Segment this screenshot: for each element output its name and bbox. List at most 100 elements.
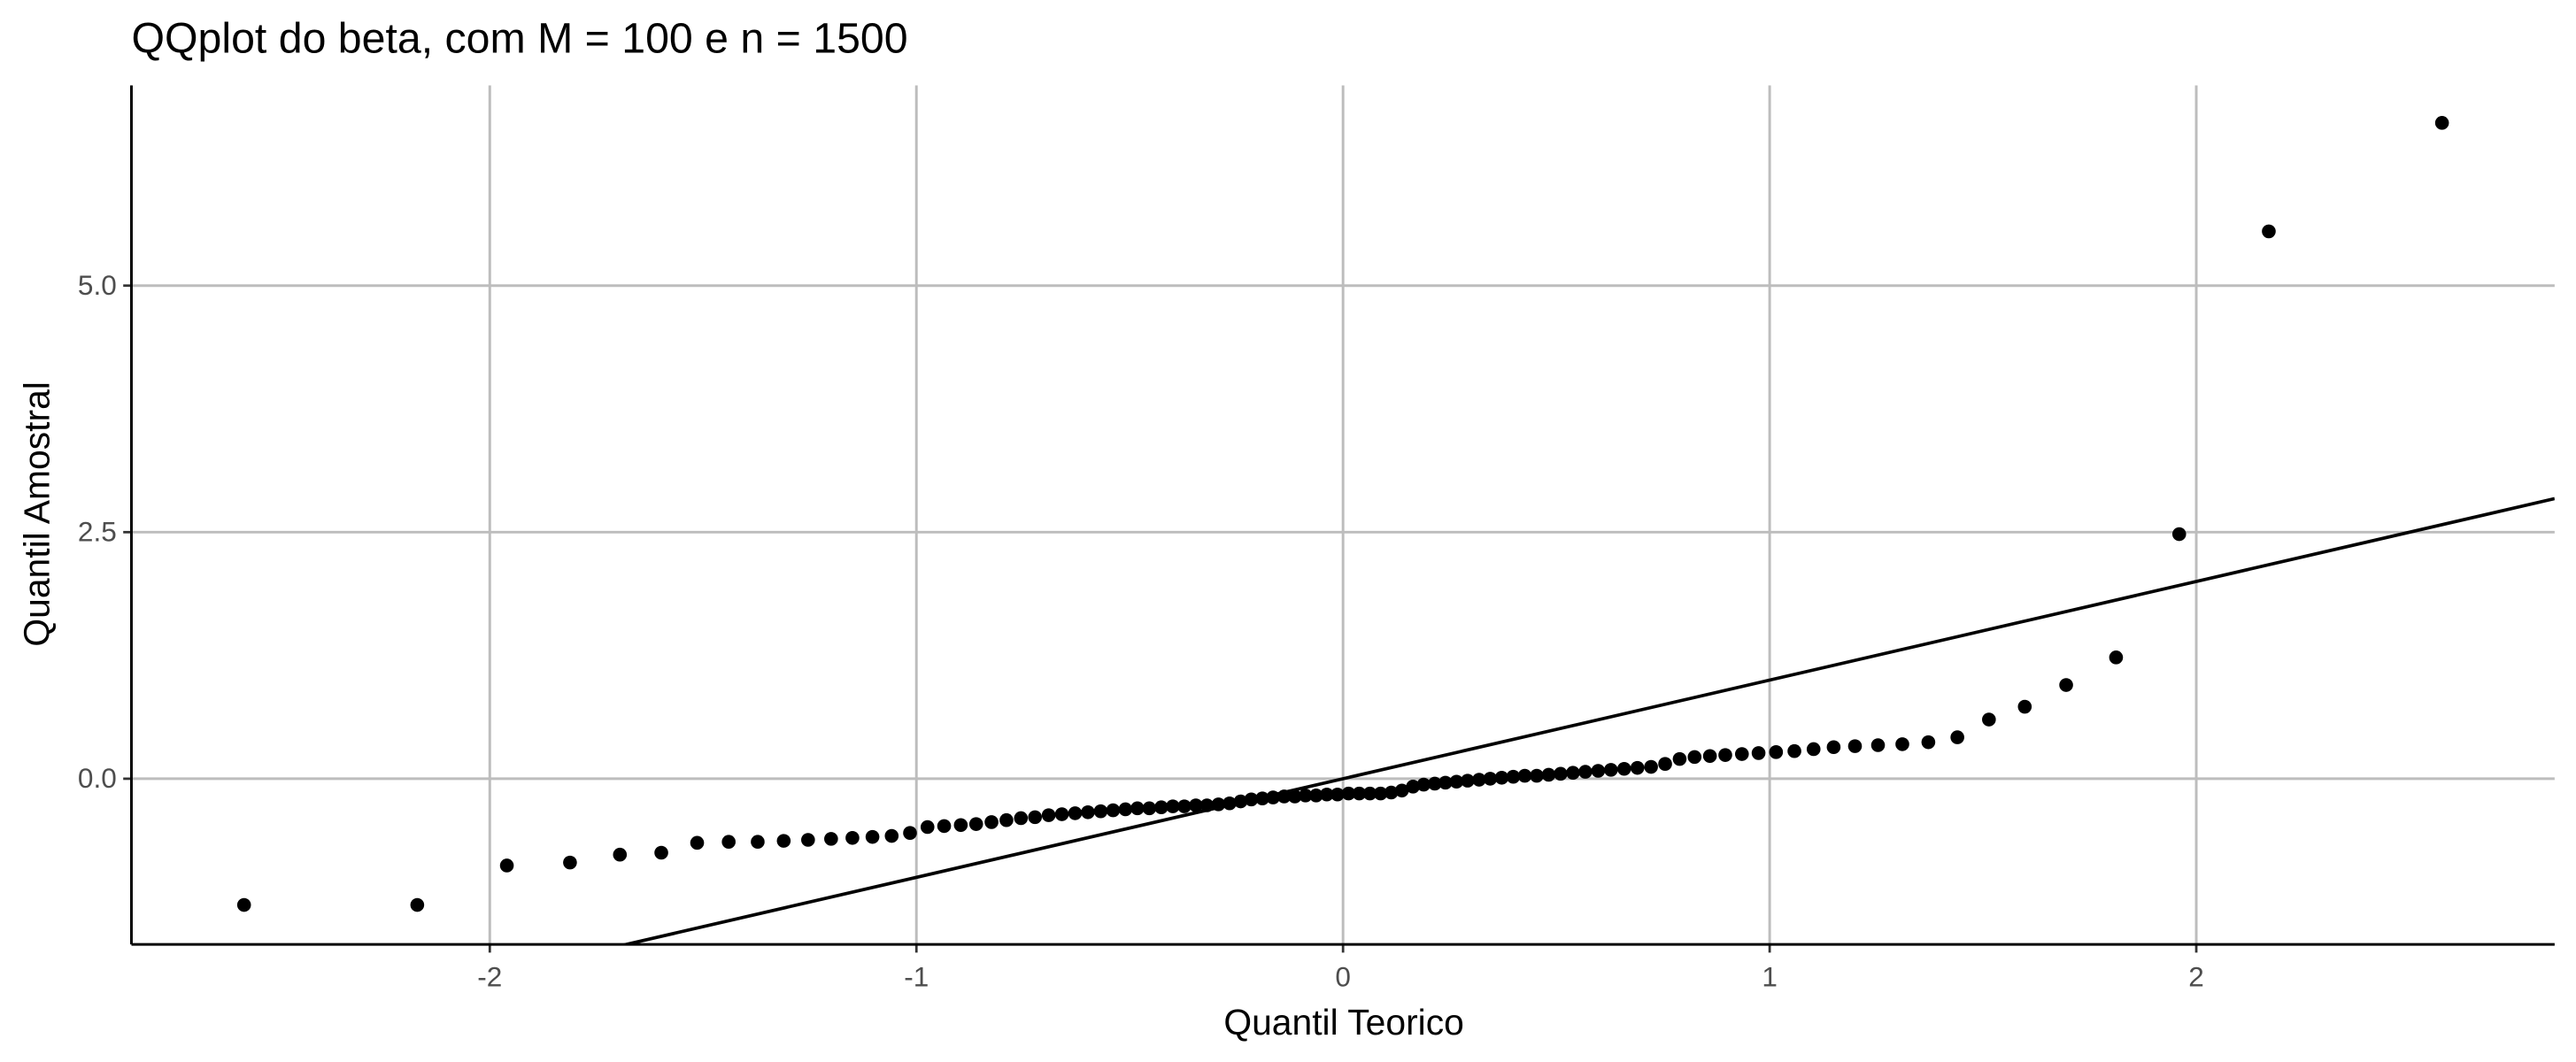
point xyxy=(1041,808,1056,822)
point xyxy=(1320,787,1334,802)
point xyxy=(1394,783,1409,798)
point xyxy=(1870,738,1886,752)
point xyxy=(1014,811,1029,826)
x-tick-label: -2 xyxy=(477,960,502,992)
point xyxy=(499,858,514,873)
point xyxy=(1895,737,1909,751)
point xyxy=(1298,789,1313,803)
point xyxy=(654,845,668,860)
point xyxy=(1054,807,1069,821)
y-tick-label: 5.0 xyxy=(78,269,117,301)
point xyxy=(1658,757,1672,771)
point xyxy=(1384,785,1399,800)
point xyxy=(1483,772,1498,786)
point xyxy=(1093,804,1108,819)
point xyxy=(1177,799,1192,813)
point xyxy=(1352,786,1367,801)
point xyxy=(845,830,860,845)
point xyxy=(1847,739,1863,753)
x-tick-label: 1 xyxy=(1762,960,1778,992)
point xyxy=(1130,801,1145,816)
y-tick-label: 0.0 xyxy=(78,762,117,794)
point xyxy=(1438,775,1453,790)
point xyxy=(1142,801,1157,816)
point xyxy=(999,812,1014,827)
point xyxy=(1616,761,1631,776)
point xyxy=(865,829,880,844)
point xyxy=(1189,798,1203,812)
chart-title: QQplot do beta, com M = 100 e n = 1500 xyxy=(131,14,907,62)
point xyxy=(1591,764,1606,778)
point xyxy=(1506,769,1521,784)
point xyxy=(1578,765,1593,779)
y-axis-title: Quantil Amostral xyxy=(17,381,58,646)
x-tick-label: 0 xyxy=(1335,960,1351,992)
point xyxy=(613,847,628,862)
point xyxy=(236,897,251,912)
point xyxy=(1644,759,1658,774)
point xyxy=(884,828,899,843)
point xyxy=(1222,796,1237,811)
point xyxy=(1244,792,1259,807)
point xyxy=(1276,789,1292,804)
point xyxy=(1362,786,1377,801)
x-axis-title: Quantil Teorico xyxy=(1223,1002,1463,1043)
point xyxy=(2109,650,2124,665)
point xyxy=(1330,787,1345,802)
point xyxy=(563,855,577,870)
point xyxy=(903,826,917,840)
point xyxy=(776,834,791,848)
point xyxy=(1287,789,1302,804)
point xyxy=(1266,790,1280,804)
point xyxy=(1787,743,1801,758)
point xyxy=(2262,224,2276,239)
point xyxy=(920,820,935,835)
point xyxy=(1718,748,1732,762)
point xyxy=(1530,768,1544,783)
point xyxy=(824,832,838,846)
point xyxy=(1255,791,1269,805)
point xyxy=(1427,776,1442,791)
point xyxy=(1199,798,1215,812)
point xyxy=(1341,786,1356,801)
point xyxy=(1309,789,1323,803)
y-tick-label: 2.5 xyxy=(78,515,117,547)
point xyxy=(1416,777,1431,792)
point xyxy=(1406,780,1421,794)
reference-line xyxy=(619,496,2555,945)
point xyxy=(1950,730,1964,744)
point xyxy=(1449,774,1464,789)
point xyxy=(690,835,705,850)
point xyxy=(1687,750,1702,765)
point xyxy=(1630,760,1645,775)
point xyxy=(1921,735,1936,750)
point xyxy=(1068,806,1083,820)
point xyxy=(1672,751,1687,766)
point xyxy=(1604,763,1618,777)
point xyxy=(2059,678,2073,692)
point xyxy=(1554,766,1568,781)
point xyxy=(1081,805,1095,820)
point xyxy=(2434,116,2449,130)
point xyxy=(2171,527,2187,542)
point xyxy=(1982,712,1996,727)
x-tick-label: 2 xyxy=(2188,960,2204,992)
point xyxy=(1472,773,1486,787)
point xyxy=(751,835,765,850)
point xyxy=(2017,699,2032,714)
point xyxy=(1541,767,1556,782)
point xyxy=(1373,786,1388,801)
point xyxy=(1233,794,1248,809)
point xyxy=(1211,797,1226,812)
point xyxy=(1028,810,1043,825)
point xyxy=(1566,766,1580,781)
point xyxy=(1769,745,1784,759)
point xyxy=(984,815,999,829)
point xyxy=(953,818,968,833)
point xyxy=(801,833,815,847)
point xyxy=(1106,803,1121,818)
point xyxy=(937,819,952,834)
point xyxy=(1734,747,1749,761)
